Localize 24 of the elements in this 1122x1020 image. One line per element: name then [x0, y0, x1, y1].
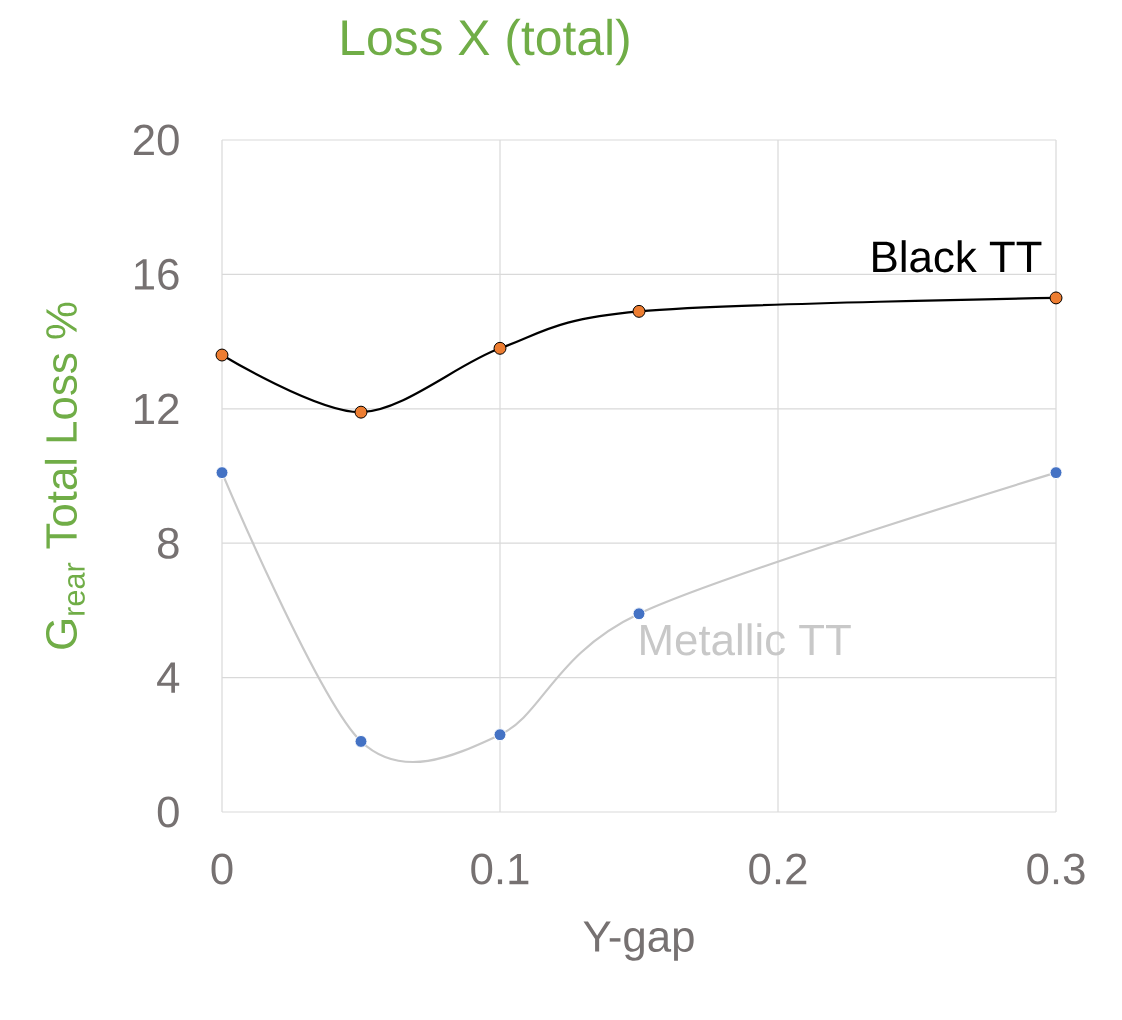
- x-tick-label: 0: [211, 853, 233, 885]
- x-tick-label: 0.2: [749, 853, 807, 885]
- y-tick-label: 4: [157, 662, 180, 693]
- y-tick-label: 12: [135, 393, 179, 425]
- point: [354, 405, 368, 419]
- chart-title: Loss X (total): [342, 18, 629, 66]
- point: [632, 607, 646, 621]
- series-label: Black TT: [873, 240, 1042, 273]
- point: [632, 304, 646, 318]
- x-tick-label: 0.1: [471, 853, 529, 885]
- y-tick-label: 0: [157, 796, 179, 828]
- point: [215, 466, 229, 480]
- point: [493, 341, 507, 355]
- y-tick-label: 8: [158, 527, 179, 559]
- x-tick-label: 0.3: [1027, 853, 1085, 885]
- y-tick-label: 20: [133, 124, 179, 156]
- y-axis-title: G$_{rear}$ Total Loss %: [44, 302, 85, 649]
- point: [354, 734, 368, 748]
- point: [1049, 291, 1063, 305]
- point: [493, 728, 507, 742]
- y-tick-label: 16: [135, 258, 179, 290]
- x-axis-title: Y-gap: [583, 921, 694, 961]
- point: [215, 348, 229, 362]
- point: [1049, 466, 1063, 480]
